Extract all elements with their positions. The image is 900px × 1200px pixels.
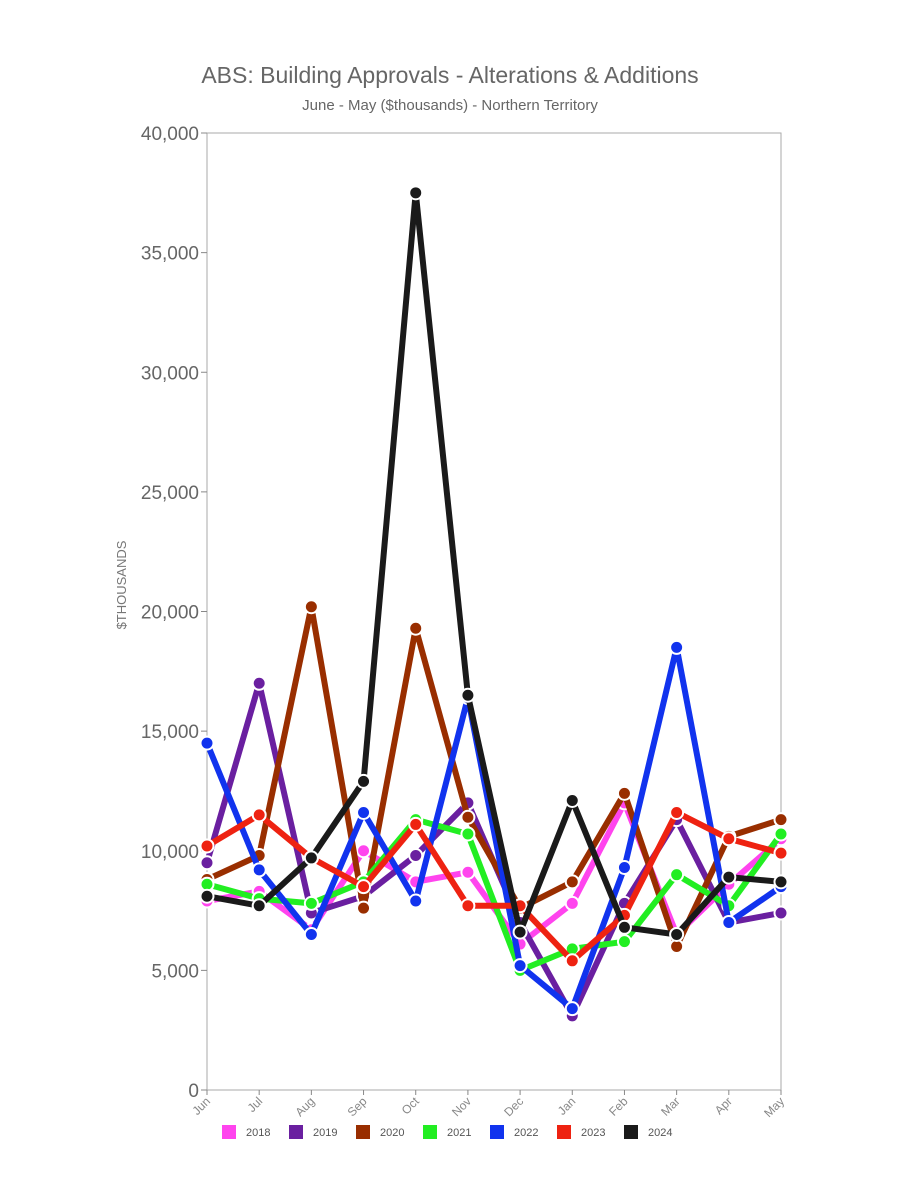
chart-title: ABS: Building Approvals - Alterations & … xyxy=(201,62,699,88)
legend-swatch xyxy=(624,1125,638,1139)
legend-label: 2020 xyxy=(380,1127,404,1139)
data-point xyxy=(721,915,737,931)
y-tick-label: 25,000 xyxy=(141,483,199,504)
data-point xyxy=(356,773,372,789)
data-point xyxy=(460,864,476,880)
data-point xyxy=(408,848,424,864)
x-tick-label: Sep xyxy=(345,1094,370,1119)
data-point xyxy=(669,639,685,655)
data-point xyxy=(564,953,580,969)
x-tick-label: Apr xyxy=(712,1094,735,1117)
series-line xyxy=(204,816,784,974)
x-tick-label: Dec xyxy=(501,1094,526,1119)
y-tick-label: 5,000 xyxy=(151,961,199,982)
x-tick-label: Jan xyxy=(555,1094,579,1118)
x-tick-label: Mar xyxy=(658,1094,683,1119)
x-tick-label: Feb xyxy=(606,1094,631,1119)
series-2023 xyxy=(199,804,789,969)
data-point xyxy=(564,874,580,890)
legend-label: 2022 xyxy=(514,1127,538,1139)
data-point xyxy=(408,893,424,909)
data-point xyxy=(460,898,476,914)
data-point xyxy=(251,675,267,691)
series-2022 xyxy=(199,639,789,1017)
series-line xyxy=(204,644,784,1012)
legend-label: 2023 xyxy=(581,1127,605,1139)
y-tick-label: 15,000 xyxy=(141,722,199,743)
data-point xyxy=(669,867,685,883)
data-point xyxy=(199,735,215,751)
data-point xyxy=(199,838,215,854)
x-tick-label: Nov xyxy=(449,1094,474,1119)
x-tick-label: Oct xyxy=(399,1094,423,1118)
data-point xyxy=(773,905,789,921)
data-point xyxy=(356,879,372,895)
data-point xyxy=(773,874,789,890)
data-point xyxy=(356,843,372,859)
data-point xyxy=(721,831,737,847)
series-2024 xyxy=(199,185,789,942)
y-tick-label: 30,000 xyxy=(141,363,199,384)
data-point xyxy=(199,888,215,904)
data-point xyxy=(303,926,319,942)
data-point xyxy=(303,850,319,866)
data-point xyxy=(564,895,580,911)
y-tick-label: 20,000 xyxy=(141,603,199,624)
y-tick-label: 35,000 xyxy=(141,244,199,265)
data-point xyxy=(251,807,267,823)
data-point xyxy=(564,793,580,809)
data-point xyxy=(773,812,789,828)
legend-label: 2019 xyxy=(313,1127,337,1139)
y-tick-label: 10,000 xyxy=(141,842,199,863)
plot-frame xyxy=(206,132,782,1091)
x-tick-label: Jul xyxy=(245,1094,266,1115)
data-point xyxy=(356,900,372,916)
series-line xyxy=(204,189,784,938)
chart-subtitle: June - May ($thousands) - Northern Terri… xyxy=(302,97,598,114)
legend: 2018 2019 2020 2021 2022 2023 2024 xyxy=(222,1125,672,1139)
data-point xyxy=(616,785,632,801)
data-point xyxy=(721,869,737,885)
series-layer xyxy=(199,185,789,1024)
legend-swatch xyxy=(557,1125,571,1139)
legend-swatch xyxy=(222,1125,236,1139)
data-point xyxy=(251,898,267,914)
data-point xyxy=(669,926,685,942)
data-point xyxy=(408,816,424,832)
data-point xyxy=(303,599,319,615)
data-point xyxy=(512,958,528,974)
data-point xyxy=(251,862,267,878)
data-point xyxy=(460,809,476,825)
data-point xyxy=(616,919,632,935)
axes: 0 5,000 10,000 15,000 20,000 25,000 30,000 35,0… xyxy=(141,124,787,1120)
x-tick-label: Aug xyxy=(292,1094,317,1119)
legend-swatch xyxy=(490,1125,504,1139)
data-point xyxy=(460,687,476,703)
series-line xyxy=(204,809,784,964)
y-tick-label: 0 xyxy=(188,1081,199,1102)
legend-swatch xyxy=(289,1125,303,1139)
legend-label: 2024 xyxy=(648,1127,672,1139)
data-point xyxy=(564,1001,580,1017)
data-point xyxy=(512,924,528,940)
legend-label: 2021 xyxy=(447,1127,471,1139)
data-point xyxy=(669,804,685,820)
data-point xyxy=(773,845,789,861)
data-point xyxy=(356,804,372,820)
legend-swatch xyxy=(423,1125,437,1139)
y-tick-label: 40,000 xyxy=(141,124,199,145)
y-axis-label: $THOUSANDS xyxy=(114,540,129,629)
data-point xyxy=(199,855,215,871)
data-point xyxy=(408,185,424,201)
legend-label: 2018 xyxy=(246,1127,270,1139)
data-point xyxy=(616,934,632,950)
data-point xyxy=(303,895,319,911)
data-point xyxy=(460,826,476,842)
data-point xyxy=(408,620,424,636)
x-tick-label: May xyxy=(761,1094,787,1120)
data-point xyxy=(773,826,789,842)
data-point xyxy=(616,859,632,875)
legend-swatch xyxy=(356,1125,370,1139)
